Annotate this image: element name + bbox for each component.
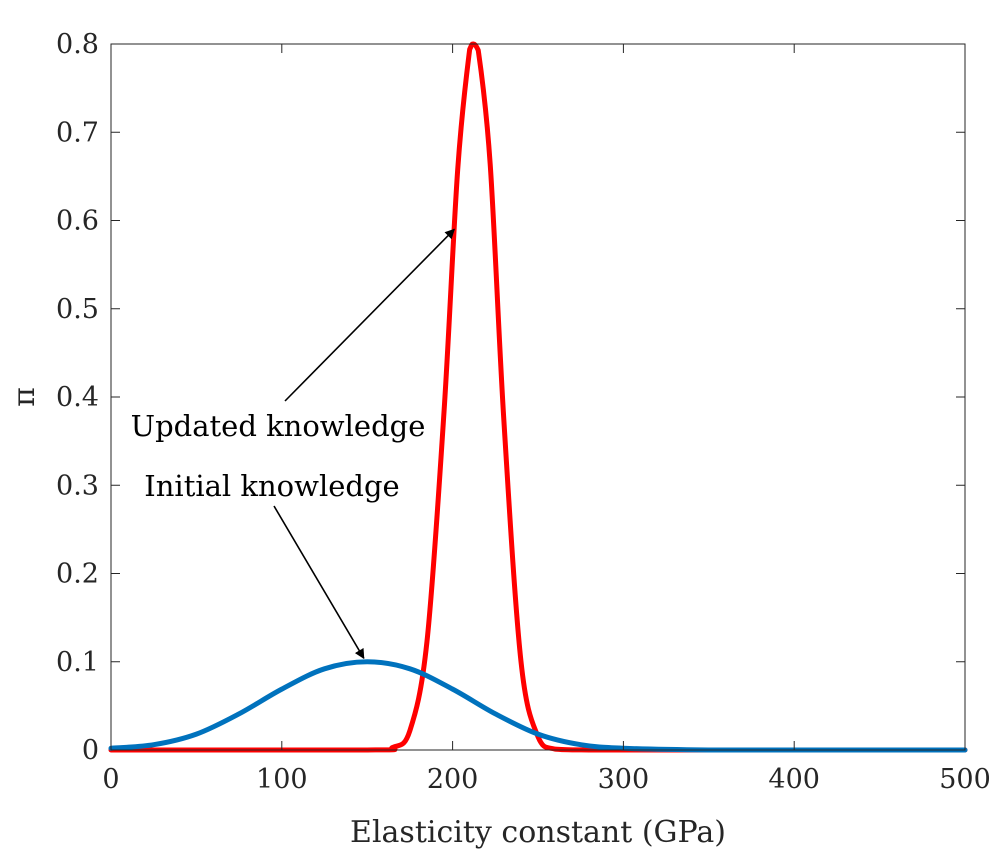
tick-layer: 0 100 200 300 400 500 0 0.1 0.2 0.3 0.4 0.5 0.6 0.7 0.… [56,29,991,795]
x-tick-label: 300 [598,764,650,795]
y-tick-label: 0.6 [56,206,99,237]
x-tick-label: 100 [256,764,308,795]
y-tick-label: 0.4 [56,382,99,413]
y-tick-label: 0.5 [56,294,99,325]
y-tick-label: 0.2 [56,559,99,590]
x-tick-label: 500 [939,764,991,795]
x-tick-label: 400 [768,764,820,795]
x-tick-label: 200 [427,764,479,795]
annotation-layer: Updated knowledge Initial knowledge [131,228,456,660]
x-tick-label: 0 [102,764,119,795]
x-axis-title: Elasticity constant (GPa) [350,815,726,850]
y-tick-label: 0 [82,735,99,766]
annotation-arrow-initial [273,505,365,660]
y-tick-label: 0.1 [56,647,99,678]
annotation-label-initial: Initial knowledge [144,469,399,503]
y-tick-label: 0.3 [56,470,99,501]
annotation-arrow-updated [284,228,456,402]
y-tick-label: 0.8 [56,29,99,60]
plot-area [111,44,965,750]
y-axis-title: π [7,387,42,407]
y-tick-label: 0.7 [56,117,99,148]
annotation-label-updated: Updated knowledge [131,409,426,443]
